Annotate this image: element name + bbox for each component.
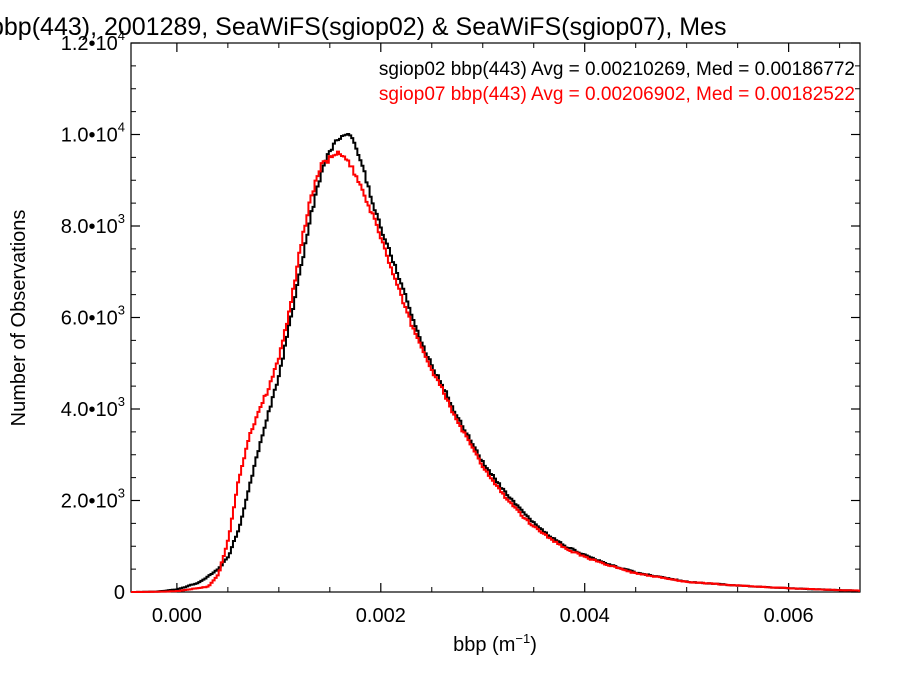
x-tick-label: 0.000 (152, 605, 202, 627)
y-tick-mantissa: 6.0•10 (61, 308, 118, 330)
y-tick-label: 2.0•103 (61, 486, 125, 513)
legend-entry-sgiop02: sgiop02 bbp(443) Avg = 0.00210269, Med =… (379, 59, 855, 80)
series-line-sgiop07 (131, 150, 860, 593)
y-tick-label: 1.0•104 (61, 120, 125, 147)
y-tick-exponent: 3 (118, 303, 125, 318)
y-tick-exponent: 4 (118, 28, 125, 43)
series-line-sgiop02 (131, 133, 860, 593)
y-tick-mantissa: 0 (114, 582, 125, 604)
y-tick-mantissa: 4.0•10 (61, 399, 118, 421)
plot-frame (130, 42, 861, 593)
x-axis-label-text: bbp (m (453, 634, 515, 656)
x-tick-label: 0.004 (560, 605, 610, 627)
y-tick-mantissa: 1.2•10 (61, 33, 118, 55)
y-axis: 02.0•1034.0•1036.0•1038.0•1031.0•1041.2•… (61, 28, 860, 604)
x-tick-label: 0.006 (764, 605, 814, 627)
y-tick-exponent: 4 (118, 120, 125, 135)
y-tick-label: 8.0•103 (61, 211, 125, 238)
y-tick-label: 6.0•103 (61, 303, 125, 330)
x-axis-label-close: ) (530, 634, 537, 656)
x-axis-label-exponent: −1 (515, 631, 530, 646)
y-tick-mantissa: 8.0•10 (61, 216, 118, 238)
y-tick-exponent: 3 (118, 394, 125, 409)
y-tick-mantissa: 1.0•10 (61, 125, 118, 147)
x-tick-label: 0.002 (356, 605, 406, 627)
series-layer (131, 133, 860, 593)
y-tick-label: 0 (114, 582, 125, 604)
y-axis-label: Number of Observations (8, 210, 30, 427)
y-tick-label: 4.0•103 (61, 394, 125, 421)
chart-title: bbp(443), 2001289, SeaWiFS(sgiop02) & Se… (0, 13, 726, 41)
legend-entry-sgiop07: sgiop07 bbp(443) Avg = 0.00206902, Med =… (379, 84, 855, 105)
x-axis: 0.000 0.002 0.004 0.006 (152, 43, 841, 627)
x-axis-label: bbp (m−1) (453, 631, 537, 656)
y-tick-exponent: 3 (118, 486, 125, 501)
y-tick-mantissa: 2.0•10 (61, 491, 118, 513)
y-tick-label: 1.2•104 (61, 28, 125, 55)
plot-area-border (130, 42, 861, 593)
y-tick-exponent: 3 (118, 211, 125, 226)
